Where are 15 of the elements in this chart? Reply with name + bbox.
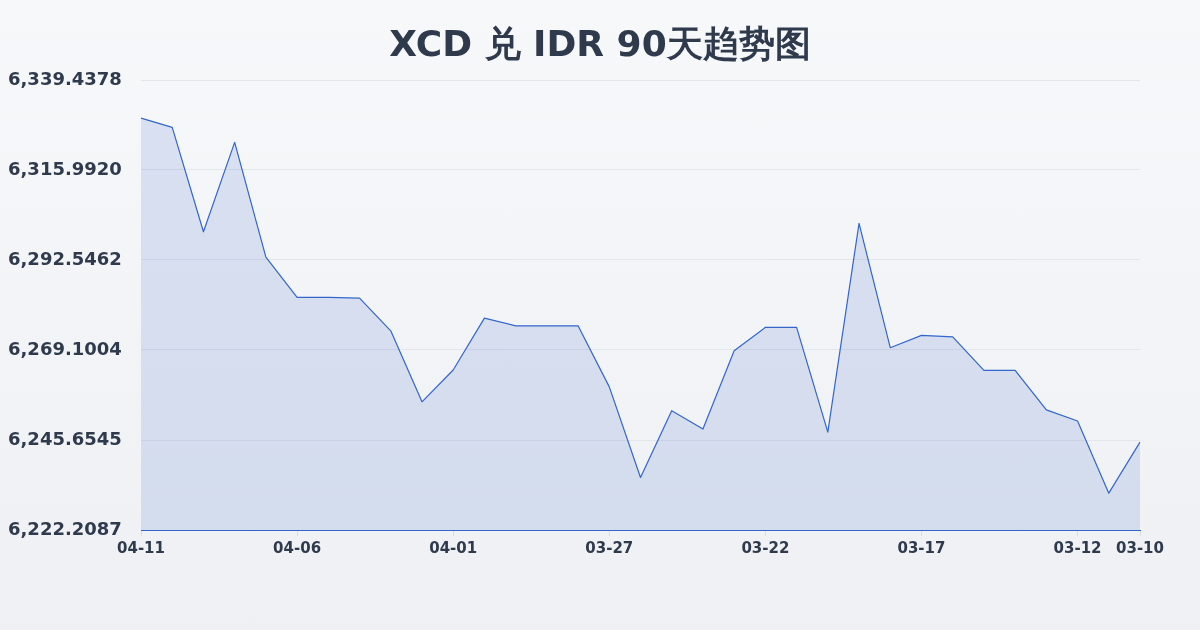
x-tick-label: 04-06: [273, 538, 322, 557]
y-tick-label: 6,292.5462: [8, 247, 122, 269]
x-tick-label: 03-17: [897, 538, 946, 557]
y-tick-label: 6,339.4378: [8, 67, 122, 89]
y-tick-label: 6,245.6545: [8, 427, 122, 449]
y-tick-label: 6,315.9920: [8, 157, 122, 179]
x-tick-label: 03-12: [1053, 538, 1102, 557]
y-tick-label: 6,269.1004: [8, 337, 122, 359]
x-tick-label: 04-11: [117, 538, 165, 557]
chart-title: XCD 兑 IDR 90天趋势图: [389, 23, 811, 64]
y-tick-label: 6,222.2087: [8, 517, 122, 539]
x-tick-label: 03-22: [741, 538, 790, 557]
x-tick-label: 03-10: [1116, 538, 1164, 557]
x-tick-label: 03-27: [585, 538, 634, 557]
x-tick-label: 04-01: [429, 538, 478, 557]
